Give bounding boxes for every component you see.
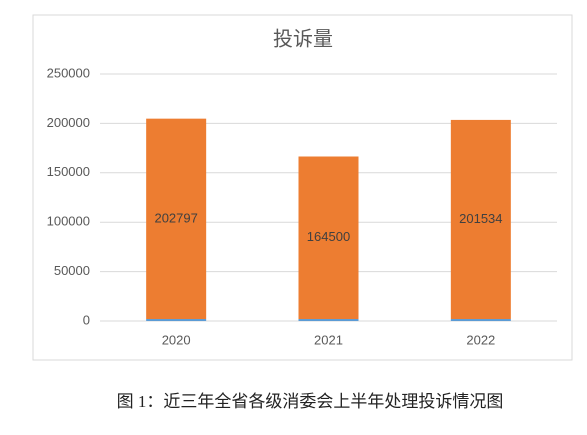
y-tick-label: 200000 [47,115,90,130]
y-tick-label: 0 [83,312,90,327]
y-tick-label: 150000 [47,164,90,179]
x-tick-label: 2022 [466,332,495,347]
bar-segment [146,319,207,321]
bar-segment [146,118,207,320]
bar-segment [450,319,511,321]
value-label: 202797 [154,210,197,225]
bar-segment [450,119,511,320]
y-tick-label: 100000 [47,214,90,229]
x-tick-label: 2020 [162,332,191,347]
x-tick-label: 2021 [314,332,343,347]
bar-segment [298,156,359,320]
y-tick-label: 250000 [47,65,90,80]
y-tick-label: 50000 [54,263,90,278]
value-label: 164500 [307,229,350,244]
value-label: 201534 [459,211,502,226]
caption: 图 1：近三年全省各级消委会上半年处理投诉情况图 [117,392,504,411]
bar-segment [298,319,359,321]
chart-title: 投诉量 [273,27,333,50]
